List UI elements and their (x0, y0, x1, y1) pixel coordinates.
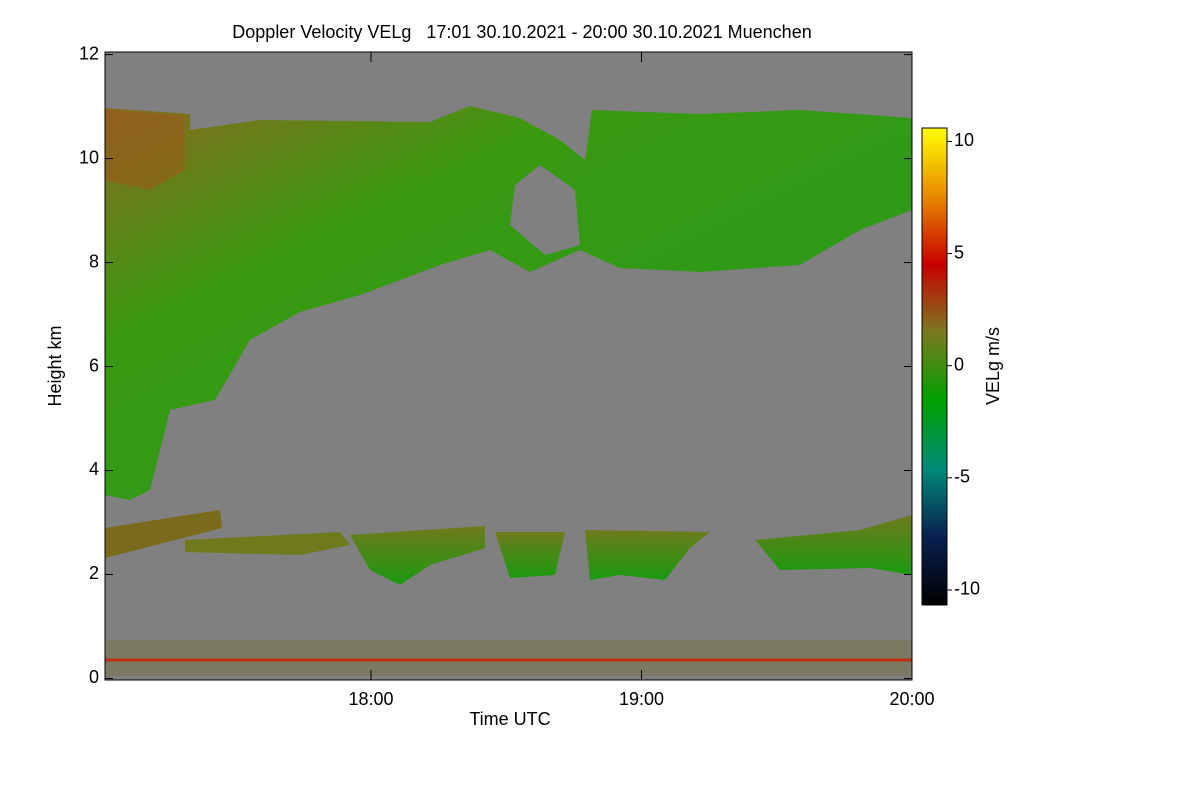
lower-cloud (585, 530, 710, 580)
lower-cloud (755, 515, 912, 575)
y-tick-label: 10 (79, 147, 99, 167)
y-axis-label: Height km (45, 325, 65, 406)
y-tick-label: 0 (89, 667, 99, 687)
y-tick-label: 8 (89, 251, 99, 271)
lower-cloud (350, 526, 485, 585)
lower-cloud (495, 532, 565, 578)
y-tick-label: 12 (79, 43, 99, 63)
lower-cloud (185, 532, 350, 555)
colorbar-tick-label: 0 (954, 354, 964, 374)
colorbar-label: VELg m/s (983, 327, 1003, 405)
plot-frame (104, 51, 913, 681)
cloud-gap (510, 165, 580, 255)
x-axis-label: Time UTC (469, 709, 550, 729)
upper-cloud (105, 106, 912, 500)
y-tick-label: 4 (89, 459, 99, 479)
colorbar-tick-label: 5 (954, 242, 964, 262)
lower-cloud (105, 510, 222, 558)
y-tick-label: 2 (89, 563, 99, 583)
x-tick-label: 19:00 (619, 689, 664, 709)
y-tick-label: 6 (89, 355, 99, 375)
x-tick-label: 18:00 (348, 689, 393, 709)
x-tick-label: 20:00 (889, 689, 934, 709)
upper-cloud-part (105, 110, 185, 190)
colorbar-tick-label: 10 (954, 130, 974, 150)
chart-title: Doppler Velocity VELg 17:01 30.10.2021 -… (232, 22, 811, 42)
colorbar-tick-label: -10 (954, 579, 980, 599)
colorbar-tick-label: -5 (954, 467, 970, 487)
colorbar (921, 127, 948, 606)
echo-regions (105, 106, 912, 676)
ground-clutter (105, 640, 912, 676)
